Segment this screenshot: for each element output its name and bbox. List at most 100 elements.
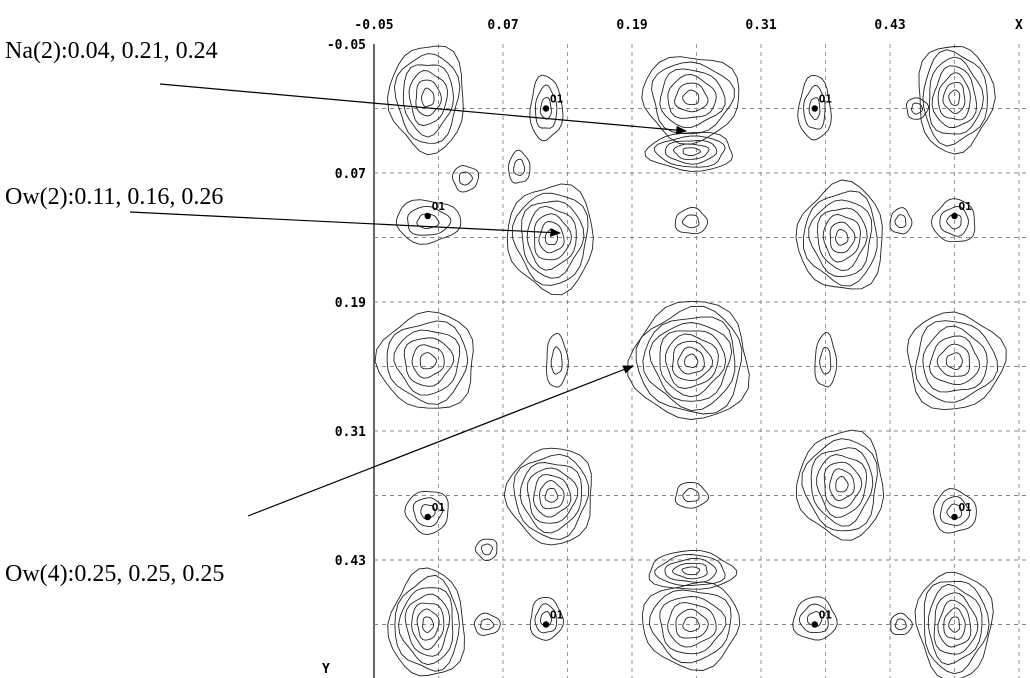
contour-peak [674, 207, 709, 235]
contour-line [503, 447, 592, 546]
contour-line [480, 618, 495, 631]
contour-line [407, 205, 452, 236]
contour-line [511, 192, 589, 286]
contour-line [914, 320, 998, 403]
contour-peak [932, 488, 977, 534]
contour-line [664, 140, 718, 165]
contour-peak [918, 46, 996, 155]
contour-line [810, 447, 874, 527]
contour-line [648, 549, 738, 590]
contour-line [674, 481, 709, 509]
contour-peak [814, 332, 838, 388]
contour-line [664, 333, 719, 389]
contour-line [943, 607, 966, 640]
contour-line [673, 143, 710, 161]
contour-line [682, 89, 700, 105]
annotation-arrow-na2 [159, 83, 688, 135]
contour-line [801, 438, 878, 532]
contour-line [458, 171, 473, 186]
x-tick-label: 0.31 [745, 18, 776, 33]
contour-line [803, 84, 826, 130]
contour-line [911, 102, 923, 115]
contour-peak [889, 207, 913, 235]
contour-peak [914, 571, 994, 678]
contour-line [795, 179, 883, 290]
contour-line [533, 474, 572, 518]
contour-line [651, 61, 735, 135]
contour-line [386, 320, 469, 405]
contour-line [931, 65, 978, 129]
x-axis-ticks: -0.05 0.07 0.19 0.31 0.43 [354, 18, 905, 33]
contour-line [394, 574, 460, 672]
contour-line [635, 305, 743, 415]
contour-line [402, 64, 454, 138]
atom-label: O1 [959, 501, 973, 514]
contour-peak [508, 149, 531, 184]
contour-line [398, 587, 454, 666]
atom-dot [424, 212, 431, 220]
contour-line [664, 557, 717, 583]
contour-peak [890, 612, 913, 636]
contour-peak [674, 481, 709, 509]
contour-line [403, 337, 455, 387]
contour-line [795, 429, 885, 541]
contour-line [415, 79, 442, 117]
atom-dot [951, 513, 958, 521]
atom-label: O1 [959, 200, 973, 213]
contour-peak [387, 567, 465, 677]
contour-line [526, 467, 579, 524]
contour-line [948, 616, 961, 633]
contour-line [822, 213, 861, 263]
contour-line [529, 596, 564, 641]
contour-line [932, 488, 977, 534]
contour-peak [930, 198, 976, 243]
contour-line [648, 322, 733, 402]
contour-lines [374, 45, 1007, 678]
contour-line [544, 228, 559, 246]
contour-line [659, 330, 727, 398]
contour-line [816, 454, 868, 518]
contour-line [677, 346, 705, 375]
contour-peak [795, 429, 885, 541]
contour-peak [387, 45, 464, 156]
contour-peak [404, 490, 449, 536]
contour-line [922, 49, 988, 147]
contour-peak [451, 165, 480, 193]
contour-line [667, 74, 717, 119]
contour-line [539, 97, 552, 120]
contour-line [945, 352, 963, 371]
atom-markers: O1 O1 O1 O1 O1 O1 O1 O1 [424, 93, 973, 628]
y-tick-label: -0.05 [327, 38, 366, 53]
atom-label: O1 [819, 609, 833, 622]
contour-line [823, 461, 863, 509]
contour-line [682, 488, 700, 503]
contour-line [930, 198, 976, 243]
atom-label: O1 [432, 200, 446, 213]
contour-peak [474, 538, 498, 562]
contour-line [682, 616, 701, 632]
annotation-arrow-ow4 [247, 365, 635, 517]
contour-line [814, 332, 838, 388]
contour-line [927, 583, 983, 666]
contour-line [513, 453, 590, 540]
contour-peak [641, 56, 740, 145]
contour-line [894, 618, 907, 631]
y-tick-label: 0.19 [335, 296, 366, 311]
contour-line [819, 346, 832, 375]
contour-line [675, 608, 709, 639]
atom-dot [811, 105, 818, 112]
contour-line [451, 165, 480, 193]
contour-line [684, 353, 699, 368]
contour-line [529, 74, 564, 142]
contour-line [544, 487, 559, 503]
x-axis-label: X [1015, 18, 1023, 33]
contour-line [411, 344, 445, 379]
contour-line [890, 612, 913, 636]
contour-line [797, 75, 832, 141]
contour-line [808, 97, 821, 121]
contour-peak [648, 549, 738, 590]
contour-line [933, 592, 979, 655]
contour-line [894, 214, 907, 229]
contour-line [480, 543, 493, 556]
contour-line [419, 352, 437, 370]
